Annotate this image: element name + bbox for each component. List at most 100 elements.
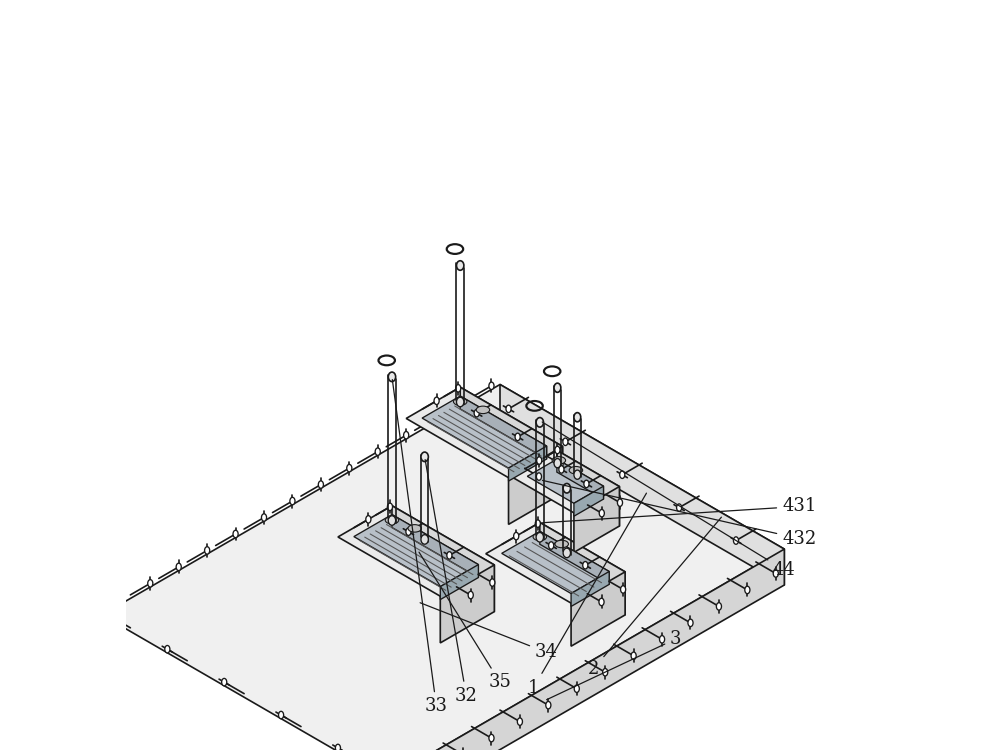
Ellipse shape [536,532,544,542]
Ellipse shape [563,438,568,445]
Ellipse shape [261,514,267,521]
Ellipse shape [456,397,464,407]
Ellipse shape [559,466,564,473]
Polygon shape [557,459,603,499]
Ellipse shape [421,535,428,544]
Polygon shape [571,572,625,646]
Ellipse shape [421,452,428,462]
Polygon shape [102,385,784,751]
Ellipse shape [563,484,571,493]
Polygon shape [574,486,603,516]
Polygon shape [392,514,478,578]
Text: 431: 431 [543,497,816,523]
Polygon shape [440,565,494,643]
Polygon shape [502,531,609,593]
Ellipse shape [148,580,153,587]
Ellipse shape [456,385,461,392]
Ellipse shape [468,591,473,599]
Polygon shape [460,388,563,493]
Ellipse shape [552,457,566,464]
Text: 33: 33 [392,379,448,715]
Ellipse shape [514,532,519,540]
Ellipse shape [434,397,439,405]
Ellipse shape [474,409,479,417]
Ellipse shape [603,668,608,676]
Polygon shape [571,572,609,607]
Polygon shape [406,388,563,478]
Ellipse shape [456,261,464,270]
Ellipse shape [366,516,371,523]
Ellipse shape [404,432,409,439]
Text: 1: 1 [528,493,646,696]
Ellipse shape [620,471,625,478]
Ellipse shape [617,499,623,506]
Ellipse shape [688,619,693,626]
Text: 3: 3 [547,630,682,700]
Ellipse shape [233,530,238,538]
Ellipse shape [489,734,494,742]
Ellipse shape [537,457,542,464]
Text: 34: 34 [420,603,558,662]
Ellipse shape [535,520,540,527]
Ellipse shape [773,570,778,578]
Ellipse shape [375,448,380,455]
Ellipse shape [621,586,626,593]
Polygon shape [540,523,625,615]
Ellipse shape [489,382,494,390]
Ellipse shape [205,547,210,554]
Polygon shape [509,446,563,524]
Ellipse shape [555,446,560,454]
Ellipse shape [555,540,568,547]
Polygon shape [338,505,494,596]
Ellipse shape [406,528,411,535]
Ellipse shape [574,685,579,692]
Ellipse shape [517,718,522,725]
Ellipse shape [318,481,323,488]
Polygon shape [354,514,478,587]
Ellipse shape [536,418,544,427]
Polygon shape [511,451,619,513]
Ellipse shape [574,470,581,479]
Ellipse shape [222,678,227,686]
Ellipse shape [716,602,721,610]
Ellipse shape [660,635,665,643]
Ellipse shape [432,415,437,423]
Ellipse shape [453,398,467,406]
Ellipse shape [279,711,284,719]
Text: 32: 32 [425,460,478,704]
Ellipse shape [536,473,542,481]
Polygon shape [527,459,603,503]
Ellipse shape [347,464,352,472]
Ellipse shape [388,516,396,525]
Ellipse shape [108,613,113,620]
Ellipse shape [546,701,551,709]
Polygon shape [540,531,609,584]
Text: 432: 432 [543,481,816,547]
Polygon shape [392,505,494,611]
Ellipse shape [176,563,181,571]
Ellipse shape [554,383,561,392]
Ellipse shape [506,405,511,412]
Text: 2: 2 [588,517,721,678]
Ellipse shape [677,504,682,511]
Ellipse shape [599,599,604,606]
Ellipse shape [165,645,170,653]
Ellipse shape [733,537,739,544]
Ellipse shape [583,562,588,569]
Ellipse shape [631,652,636,659]
Ellipse shape [290,497,295,505]
Ellipse shape [490,579,495,587]
Ellipse shape [558,460,563,468]
Ellipse shape [447,552,452,559]
Ellipse shape [563,548,571,558]
Polygon shape [574,487,619,553]
Ellipse shape [554,459,561,468]
Polygon shape [500,385,784,585]
Text: 35: 35 [419,552,511,691]
Ellipse shape [599,509,604,517]
Ellipse shape [335,744,340,751]
Ellipse shape [584,480,589,487]
Ellipse shape [549,541,554,549]
Ellipse shape [569,466,583,474]
Ellipse shape [476,406,490,414]
